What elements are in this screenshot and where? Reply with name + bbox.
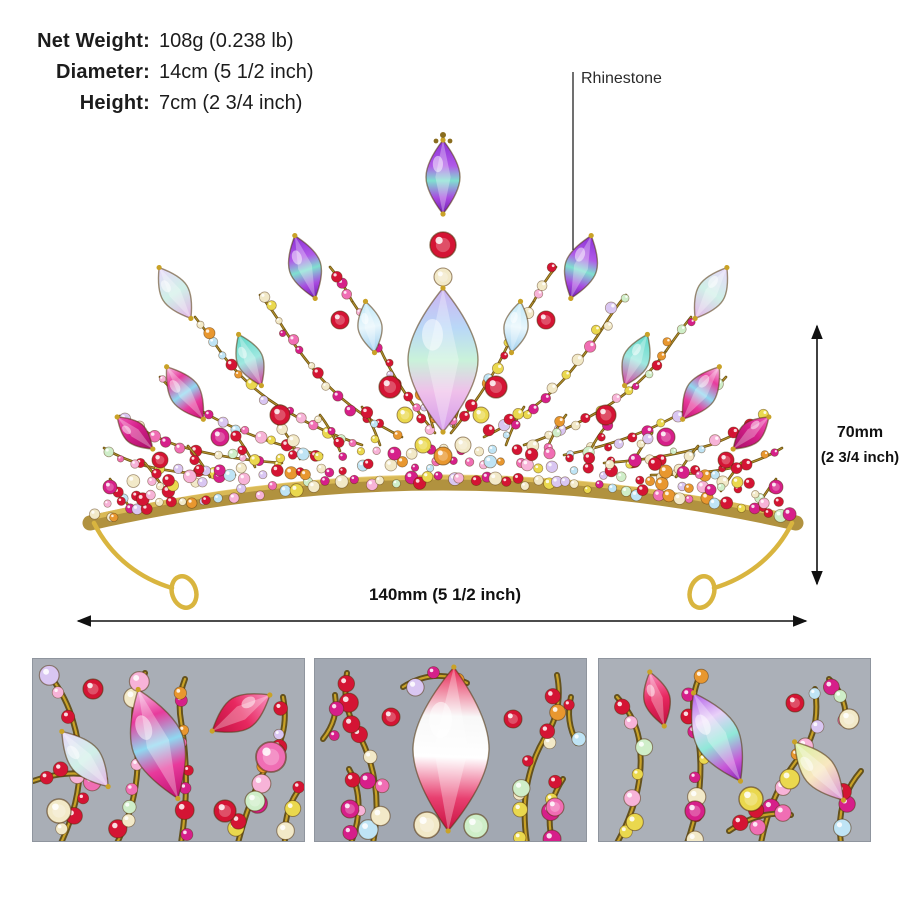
spec-value: 7cm (2 3/4 inch) (159, 92, 303, 114)
height-value-label: 70mm (836, 424, 884, 441)
height-inch-label: (2 3/4 inch) (820, 448, 900, 466)
tiara-illustration (82, 132, 804, 610)
closeup-photo-right (599, 659, 870, 841)
spec-row: Diameter: 14cm (5 1/2 inch) (0, 61, 314, 92)
spec-row: Height: 7cm (2 3/4 inch) (0, 92, 314, 123)
height-dimension-label: 70mm (2 3/4 inch) (818, 420, 900, 470)
closeup-thumbnail-left (32, 658, 305, 842)
closeup-thumbnail-right (598, 658, 871, 842)
rhinestone-label: Rhinestone (581, 70, 662, 87)
spec-row: Net Weight: 108g (0.238 lb) (0, 30, 314, 61)
spec-list: Net Weight: 108g (0.238 lb) Diameter: 14… (0, 30, 314, 123)
width-dimension-label: 140mm (5 1/2 inch) (368, 585, 522, 604)
closeup-photo-center (315, 659, 586, 841)
closeup-thumbnail-center (314, 658, 587, 842)
spec-label: Diameter: (55, 61, 150, 83)
spec-label: Net Weight: (37, 30, 150, 52)
spec-value: 14cm (5 1/2 inch) (159, 61, 314, 83)
closeup-photo-left (33, 659, 304, 841)
spec-value: 108g (0.238 lb) (159, 30, 294, 52)
spec-label: Height: (79, 92, 150, 114)
